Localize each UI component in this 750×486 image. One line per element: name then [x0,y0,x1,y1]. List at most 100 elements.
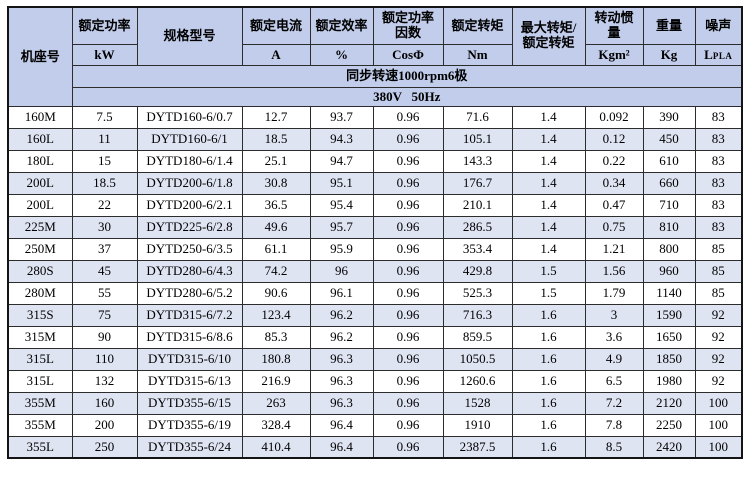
torque-ratio-cell: 1.4 [511,105,586,129]
inertia-cell: 0.22 [584,149,644,173]
voltage-row: 380V 50Hz [8,86,743,107]
torque-ratio-cell: 1.4 [511,215,586,239]
power-factor-cell: 0.96 [372,127,444,151]
inertia-cell: 7.2 [584,391,644,415]
header-rated-power: 额定功率 [71,6,138,45]
model-cell: DYTD200-6/1.8 [136,171,243,195]
header-label-row: 机座号 额定功率 规格型号 额定电流 额定效率 额定功率因数 额定转矩 最大转矩… [7,6,743,107]
model-cell: DYTD200-6/2.1 [136,193,243,217]
rated-power-cell: 15 [71,149,138,173]
noise-cell: 83 [694,127,743,151]
header-max-torque-ratio: 最大转矩/额定转矩 [511,6,586,66]
unit-nm: Nm [442,43,513,66]
rated-power-cell: 55 [71,281,138,305]
table-row: 280M 55 DYTD280-6/5.2 90.6 96.1 0.96 525.3 1.5 1… [7,281,743,305]
frame-size-cell: 160L [7,127,73,151]
weight-cell: 1140 [642,281,696,305]
inertia-cell: 1.79 [584,281,644,305]
weight-cell: 1980 [642,369,696,393]
torque-ratio-cell: 1.5 [511,281,586,305]
rated-torque-cell: 286.5 [442,215,513,239]
noise-cell: 100 [694,391,743,415]
power-factor-cell: 0.96 [372,413,444,437]
power-factor-cell: 0.96 [372,149,444,173]
rated-efficiency-cell: 96.2 [309,303,374,327]
rated-efficiency-cell: 94.7 [309,149,374,173]
spec-table-body: 160M 7.5 DYTD160-6/0.7 12.7 93.7 0.96 71.6 1.4 0… [7,105,743,459]
unit-lpla: LPLA [694,43,743,66]
rated-current-cell: 61.1 [241,237,311,261]
rated-torque-cell: 859.5 [442,325,513,349]
frame-size-cell: 315S [7,303,73,327]
rated-power-cell: 160 [71,391,138,415]
rated-power-cell: 22 [71,193,138,217]
frame-size-cell: 355M [7,391,73,415]
rated-torque-cell: 105.1 [442,127,513,151]
model-cell: DYTD280-6/4.3 [136,259,243,283]
table-row: 200L 18.5 DYTD200-6/1.8 30.8 95.1 0.96 176.7 1.… [7,171,743,195]
torque-ratio-cell: 1.6 [511,391,586,415]
frame-size-cell: 200L [7,193,73,217]
table-row: 315M 90 DYTD315-6/8.6 85.3 96.2 0.96 859.5 1.6 3… [7,325,743,349]
inertia-cell: 8.5 [584,435,644,459]
weight-cell: 2420 [642,435,696,459]
rated-efficiency-cell: 95.1 [309,171,374,195]
power-factor-cell: 0.96 [372,369,444,393]
header-rated-torque: 额定转矩 [442,6,513,45]
frame-size-cell: 200L [7,171,73,195]
noise-cell: 85 [694,237,743,261]
rated-torque-cell: 429.8 [442,259,513,283]
noise-cell: 83 [694,193,743,217]
power-factor-cell: 0.96 [372,171,444,195]
rated-torque-cell: 71.6 [442,105,513,129]
rated-efficiency-cell: 95.9 [309,237,374,261]
rated-power-cell: 250 [71,435,138,459]
frame-size-cell: 280S [7,259,73,283]
rated-power-cell: 132 [71,369,138,393]
rated-efficiency-cell: 96.2 [309,325,374,349]
header-rated-efficiency: 额定效率 [309,6,374,45]
unit-kgm2: Kgm² [584,43,644,66]
frame-size-cell: 280M [7,281,73,305]
rated-current-cell: 263 [241,391,311,415]
rated-current-cell: 328.4 [241,413,311,437]
table-row: 160L 11 DYTD160-6/1 18.5 94.3 0.96 105.1 1.4 0.1… [7,127,743,151]
model-cell: DYTD280-6/5.2 [136,281,243,305]
model-cell: DYTD160-6/0.7 [136,105,243,129]
frame-size-cell: 160M [7,105,73,129]
frame-size-cell: 315L [7,369,73,393]
weight-cell: 1850 [642,347,696,371]
motor-spec-table: 机座号 额定功率 规格型号 额定电流 额定效率 额定功率因数 额定转矩 最大转矩… [7,6,743,459]
frame-size-cell: 315L [7,347,73,371]
table-row: 180L 15 DYTD180-6/1.4 25.1 94.7 0.96 143.3 1.4 0… [7,149,743,173]
rated-current-cell: 25.1 [241,149,311,173]
table-header: 机座号 额定功率 规格型号 额定电流 额定效率 额定功率因数 额定转矩 最大转矩… [7,6,743,107]
weight-cell: 450 [642,127,696,151]
rated-efficiency-cell: 95.7 [309,215,374,239]
header-frame-size: 机座号 [7,6,73,107]
rated-current-cell: 216.9 [241,369,311,393]
noise-cell: 83 [694,149,743,173]
power-factor-cell: 0.96 [372,259,444,283]
rated-efficiency-cell: 95.4 [309,193,374,217]
rated-current-cell: 410.4 [241,435,311,459]
rated-power-cell: 18.5 [71,171,138,195]
power-factor-cell: 0.96 [372,105,444,129]
rated-power-cell: 90 [71,325,138,349]
power-factor-cell: 0.96 [372,303,444,327]
frame-size-cell: 180L [7,149,73,173]
noise-cell: 83 [694,215,743,239]
model-cell: DYTD225-6/2.8 [136,215,243,239]
rated-torque-cell: 716.3 [442,303,513,327]
weight-cell: 960 [642,259,696,283]
torque-ratio-cell: 1.4 [511,171,586,195]
table-row: 225M 30 DYTD225-6/2.8 49.6 95.7 0.96 286.5 1.4 0… [7,215,743,239]
rated-current-cell: 12.7 [241,105,311,129]
inertia-cell: 6.5 [584,369,644,393]
model-cell: DYTD355-6/24 [136,435,243,459]
rated-current-cell: 180.8 [241,347,311,371]
noise-cell: 92 [694,303,743,327]
power-factor-cell: 0.96 [372,391,444,415]
torque-ratio-cell: 1.6 [511,303,586,327]
noise-cell: 100 [694,435,743,459]
